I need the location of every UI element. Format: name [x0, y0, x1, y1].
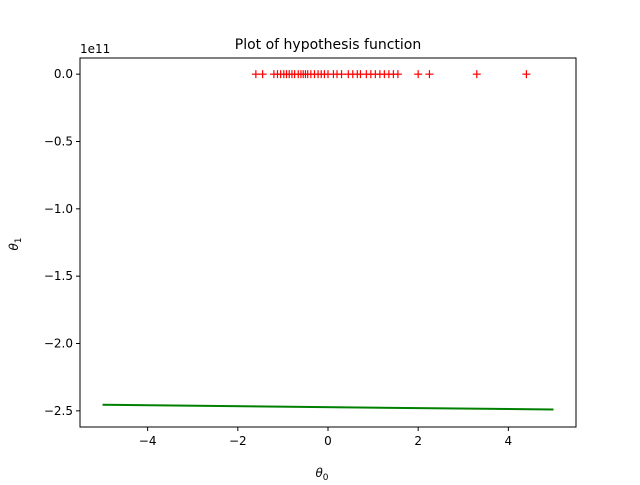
y-tick-label: −1.0: [44, 202, 73, 216]
data-point-marker: [472, 70, 481, 79]
x-tick-label: −4: [139, 434, 157, 448]
y-axis-label-subscript: 1: [14, 237, 24, 243]
y-axis-label: θ1: [7, 237, 24, 250]
data-point-marker: [337, 70, 346, 79]
data-point-marker: [425, 70, 434, 79]
x-axis-label-symbol: θ: [315, 466, 323, 480]
x-tick-label: 0: [324, 434, 332, 448]
axes-layer: −4 −2 0 2 4 0.0 −0.5 −1.0 −1.5 −2.0 −2.5: [44, 67, 512, 448]
y-tick-label: 0.0: [54, 67, 73, 81]
data-point-marker: [251, 70, 260, 79]
chart-title: Plot of hypothesis function: [235, 37, 421, 53]
y-tick-label: −2.5: [44, 404, 73, 418]
y-tick-label: −2.0: [44, 337, 73, 351]
data-point-marker: [393, 70, 402, 79]
data-point-marker: [414, 70, 423, 79]
data-point-marker: [522, 70, 531, 79]
y-offset-label: 1e11: [80, 42, 110, 56]
x-axis-label-subscript: 0: [323, 473, 329, 480]
y-tick-label: −1.5: [44, 269, 73, 283]
x-axis-label: θ0: [315, 466, 328, 480]
data-layer: [102, 70, 554, 411]
data-point-marker: [258, 70, 267, 79]
series-line: [102, 403, 554, 411]
y-tick-label: −0.5: [44, 134, 73, 148]
x-tick-label: −2: [229, 434, 247, 448]
y-axis-label-symbol: θ: [7, 243, 21, 251]
x-tick-label: 2: [414, 434, 422, 448]
x-tick-label: 4: [505, 434, 513, 448]
